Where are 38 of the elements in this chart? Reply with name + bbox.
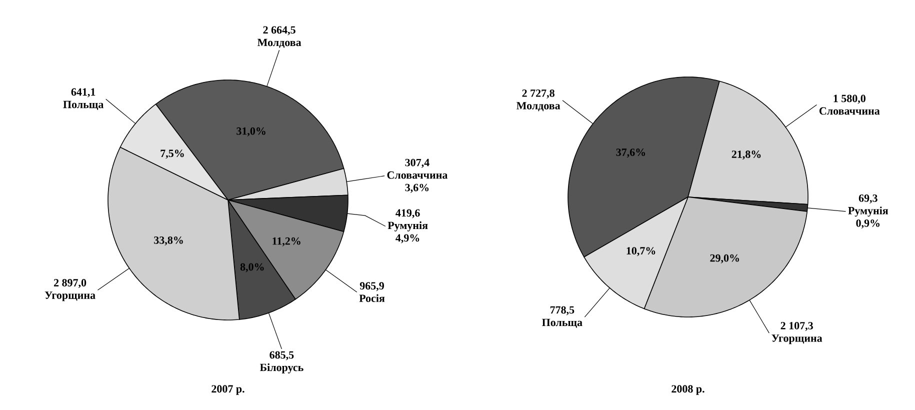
slice-label: Словаччина: [819, 107, 880, 115]
slice-label: Молдова: [257, 38, 302, 48]
slice-label: Угорщина: [772, 334, 822, 344]
slice-label: Польща: [63, 100, 104, 110]
text: 31,0%: [236, 127, 266, 136]
slice-label: Польща: [542, 318, 582, 328]
data-label: 2 897,0: [54, 279, 86, 288]
text: 4,9%: [396, 234, 420, 244]
slice-label: Росія: [359, 294, 385, 302]
data-label: 778,5: [550, 306, 574, 316]
data-label: 2 107,3: [780, 322, 813, 331]
text: 11,2%: [272, 237, 300, 246]
text: 3,6%: [405, 184, 429, 193]
text: 7,5%: [160, 150, 184, 159]
text: 37,6%: [616, 148, 646, 158]
text: 2007 р.: [212, 385, 244, 395]
data-label: 1 580,0: [834, 94, 866, 104]
text: 2008 р.: [672, 385, 704, 395]
data-label: 641,1: [71, 88, 96, 98]
slice-label: Румунія: [848, 206, 888, 217]
data-label: 965,9: [360, 282, 384, 292]
text: 10,7%: [626, 247, 656, 256]
text: 0,9%: [856, 219, 880, 228]
data-label: 2 664,5: [263, 26, 296, 36]
text: 29,0%: [710, 254, 739, 264]
data-label: 307,4: [405, 158, 430, 168]
data-label: 2 727,8: [522, 89, 554, 98]
text: 21,8%: [732, 150, 761, 160]
slice-label: Угорщина: [44, 292, 96, 302]
data-label: 685,5: [270, 351, 294, 360]
slice-label: Молдова: [516, 102, 560, 112]
slice-label: Словаччина: [387, 171, 448, 179]
text: 8,0%: [240, 263, 264, 272]
data-label: 419,6: [396, 209, 420, 218]
text: 33,8%: [154, 236, 183, 246]
slice-label: Білорусь: [260, 363, 304, 374]
slice-label: Румунія: [388, 221, 428, 232]
data-label: 69,3: [858, 194, 878, 204]
